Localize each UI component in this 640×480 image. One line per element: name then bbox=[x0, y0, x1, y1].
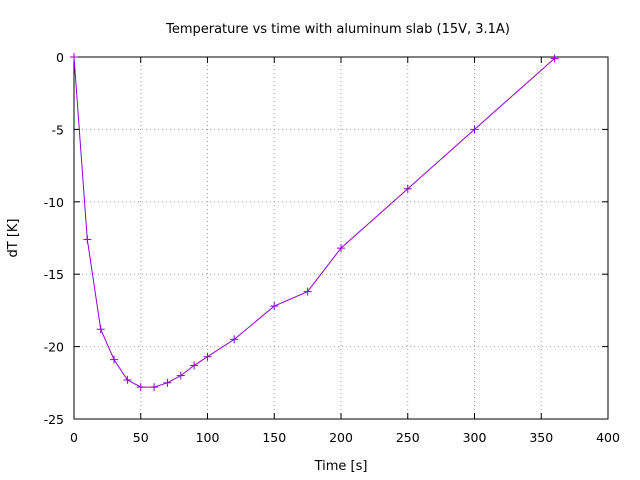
x-tick-label: 250 bbox=[396, 430, 420, 445]
data-point bbox=[550, 54, 559, 63]
y-tick-label: -10 bbox=[44, 195, 64, 210]
data-point bbox=[96, 325, 105, 334]
series-group bbox=[70, 53, 559, 392]
grid bbox=[74, 57, 608, 419]
data-point bbox=[470, 125, 479, 134]
y-tick-label: -20 bbox=[44, 340, 64, 355]
x-tick-label: 50 bbox=[133, 430, 149, 445]
y-tick-label: -25 bbox=[44, 412, 64, 427]
x-tick-label: 300 bbox=[463, 430, 487, 445]
data-point bbox=[270, 302, 279, 311]
x-tick-label: 100 bbox=[196, 430, 220, 445]
chart-title: Temperature vs time with aluminum slab (… bbox=[165, 22, 510, 37]
data-point bbox=[123, 375, 132, 384]
data-point bbox=[150, 383, 159, 392]
x-tick-label: 350 bbox=[529, 430, 553, 445]
data-point bbox=[203, 352, 212, 361]
y-tick-label: -5 bbox=[52, 122, 64, 137]
series-line bbox=[73, 56, 555, 388]
x-tick-label: 400 bbox=[596, 430, 620, 445]
x-tick-label: 150 bbox=[262, 430, 286, 445]
data-point bbox=[163, 378, 172, 387]
y-tick-label: 0 bbox=[56, 50, 64, 65]
data-point bbox=[83, 235, 92, 244]
data-point bbox=[303, 287, 312, 296]
data-point bbox=[337, 244, 345, 253]
tick-labels: 0 50 100 150 200 250 300 350 400 0 -5 -10 -15 -20 -25 bbox=[44, 50, 620, 445]
y-tick-label: -15 bbox=[44, 267, 64, 282]
x-tick-label: 200 bbox=[329, 430, 353, 445]
data-point bbox=[110, 355, 119, 364]
plot-border bbox=[73, 56, 609, 420]
data-point bbox=[190, 361, 199, 370]
data-point bbox=[70, 53, 78, 61]
x-axis-label: Time [s] bbox=[314, 459, 368, 474]
data-point bbox=[230, 335, 239, 344]
y-axis-label: dT [K] bbox=[6, 219, 21, 258]
data-point bbox=[136, 383, 145, 392]
x-tick-label: 0 bbox=[70, 430, 78, 445]
data-point bbox=[176, 371, 185, 380]
data-point bbox=[403, 184, 412, 193]
